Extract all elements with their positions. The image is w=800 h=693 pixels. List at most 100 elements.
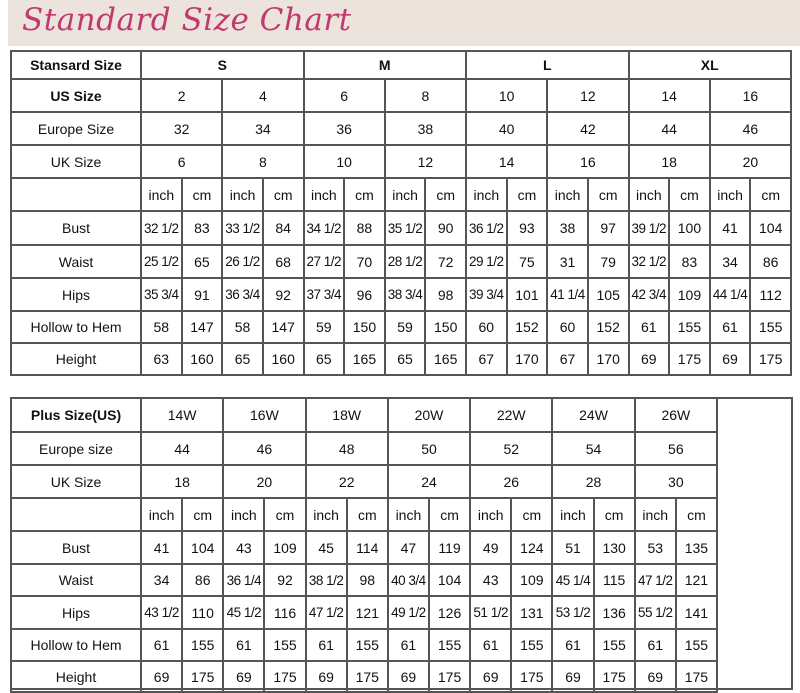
measure-value: 104 [749, 210, 792, 246]
measure-value: 152 [505, 310, 549, 344]
measure-row: Waist 34 86 36 1/4 92 38 1/2 98 40 3/4 104 43 109 4… [10, 563, 719, 597]
measure-value: 61 [627, 310, 671, 344]
measure-value: 67 [546, 342, 589, 376]
size-value: 12 [383, 144, 468, 179]
measure-value: 63 [140, 342, 183, 376]
unit-label: inch [139, 497, 184, 532]
measure-value: 155 [668, 310, 711, 344]
measure-value: 114 [345, 530, 389, 565]
unit-row: inch cm inch cm inch cm inch cm inch cm inch cm inch… [10, 497, 719, 532]
unit-label: cm [424, 177, 467, 212]
measure-value: 38 3/4 [383, 277, 427, 312]
size-value: 14 [627, 78, 711, 113]
measure-value: 49 1/2 [386, 595, 430, 630]
measure-value: 160 [180, 342, 224, 376]
measure-value: 155 [749, 310, 792, 344]
unit-label: inch [627, 177, 671, 212]
measure-value: 91 [180, 277, 224, 312]
size-value: 18 [627, 144, 711, 179]
row-label: Europe size [10, 431, 142, 466]
measure-value: 59 [383, 310, 427, 344]
measure-value: 175 [592, 660, 636, 693]
measure-value: 175 [427, 660, 472, 693]
measure-row: Hips 35 3/4 91 36 3/4 92 37 3/4 96 38 3/4 98 39 3… [10, 277, 792, 312]
measure-value: 147 [261, 310, 305, 344]
measure-value: 165 [343, 342, 386, 376]
measure-value: 69 [386, 660, 430, 693]
size-value: 40 [464, 111, 549, 146]
measure-value: 45 [304, 530, 348, 565]
measure-value: 61 [633, 628, 677, 662]
measure-value: 61 [139, 628, 184, 662]
unit-label: cm [674, 497, 719, 532]
unit-label: cm [427, 497, 472, 532]
measure-value: 100 [668, 210, 711, 246]
title-banner [8, 0, 800, 46]
measure-value: 61 [551, 628, 595, 662]
empty-cell [10, 177, 142, 212]
measure-value: 147 [180, 310, 224, 344]
measure-value: 130 [592, 530, 636, 565]
chart-title: Standard Size Chart [22, 2, 352, 38]
unit-label: inch [465, 177, 508, 212]
row-label: UK Size [10, 464, 142, 499]
measure-value: 92 [263, 563, 307, 597]
measure-value: 92 [261, 277, 305, 312]
measure-value: 34 [708, 244, 752, 279]
size-row: Europe size 44 46 48 50 52 54 56 [10, 431, 719, 466]
plus-size-header: 16W [222, 397, 307, 433]
unit-label: cm [261, 177, 305, 212]
measure-value: 109 [510, 563, 554, 597]
measure-value: 104 [181, 530, 225, 565]
measure-value: 69 [304, 660, 348, 693]
unit-label: inch [551, 497, 595, 532]
unit-label: cm [343, 177, 386, 212]
row-label: UK Size [10, 144, 142, 179]
size-value: 10 [302, 144, 386, 179]
unit-label: cm [505, 177, 549, 212]
plus-size-header: 14W [139, 397, 225, 433]
measure-value: 155 [345, 628, 389, 662]
empty-cell [10, 497, 142, 532]
plus-size-header: 22W [469, 397, 554, 433]
size-value: 6 [139, 144, 224, 179]
measure-value: 39 3/4 [465, 277, 508, 312]
measure-value: 175 [181, 660, 225, 693]
size-value: 14 [464, 144, 549, 179]
header-row: Stansard Size S M L XL [10, 50, 792, 80]
measure-value: 58 [221, 310, 264, 344]
size-value: 20 [222, 464, 307, 499]
measure-value: 41 [708, 210, 752, 246]
measure-value: 29 1/2 [465, 244, 508, 279]
measure-value: 155 [181, 628, 225, 662]
unit-label: cm [263, 497, 307, 532]
measure-value: 51 [551, 530, 595, 565]
measure-value: 38 [546, 210, 589, 246]
measure-value: 65 [383, 342, 427, 376]
measure-value: 93 [505, 210, 549, 246]
measure-value: 104 [427, 563, 472, 597]
measure-value: 83 [668, 244, 711, 279]
measure-value: 175 [263, 660, 307, 693]
measure-value: 43 [222, 530, 266, 565]
size-value: 34 [221, 111, 305, 146]
measure-value: 175 [749, 342, 792, 376]
size-group-header: M [302, 50, 467, 80]
measure-value: 49 [469, 530, 513, 565]
unit-label: cm [180, 177, 224, 212]
header-label: Stansard Size [10, 50, 142, 80]
measure-value: 86 [181, 563, 225, 597]
unit-label: inch [708, 177, 752, 212]
measure-value: 75 [505, 244, 549, 279]
size-value: 8 [221, 144, 305, 179]
measure-value: 69 [633, 660, 677, 693]
measure-value: 40 3/4 [386, 563, 430, 597]
unit-label: inch [469, 497, 513, 532]
measure-value: 61 [304, 628, 348, 662]
unit-label: inch [304, 497, 348, 532]
measure-value: 155 [510, 628, 554, 662]
measure-value: 69 [627, 342, 671, 376]
size-value: 48 [304, 431, 389, 466]
measure-value: 67 [465, 342, 508, 376]
size-value: 30 [633, 464, 719, 499]
